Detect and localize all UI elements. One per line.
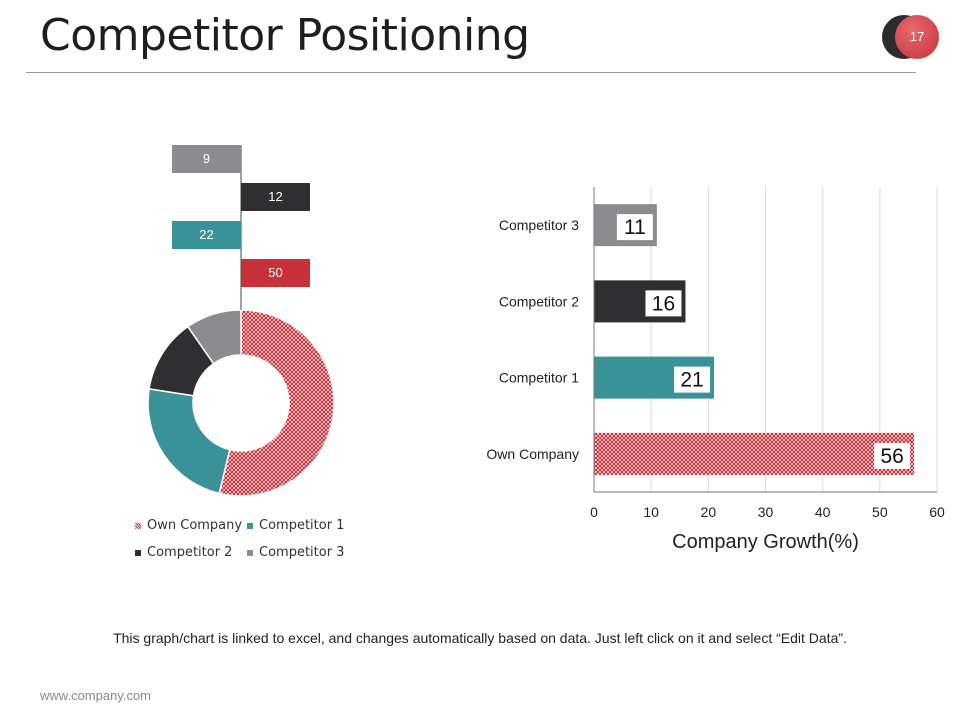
website-link[interactable]: www.company.com: [40, 688, 152, 703]
bar-data-label-competitor-2: 16: [652, 292, 675, 315]
legend-item-competitor-2: Competitor 2: [135, 539, 247, 566]
title-divider: [26, 72, 916, 73]
doughnut-label-box-competitor-2: [241, 183, 310, 211]
doughnut-label-box-competitor-3: [172, 145, 241, 173]
slide-title: Competitor Positioning: [40, 10, 530, 61]
x-tick-label-10: 10: [643, 504, 659, 520]
doughnut-slice-competitor-1[interactable]: [147, 388, 231, 495]
doughnut-chart[interactable]: 9 12 22 50: [0, 0, 480, 520]
x-tick-label-60: 60: [929, 504, 945, 520]
doughnut-data-label-competitor-3: 9: [203, 151, 210, 166]
doughnut-label-box-competitor-1: [172, 221, 241, 249]
y-category-label-competitor-2: Competitor 2: [499, 293, 579, 309]
legend-label-own-company: Own Company: [147, 518, 243, 533]
bar-chart[interactable]: 56 21 16 11 0 10 20 30 40 50 60 Own Company Competi…: [420, 170, 950, 580]
page-number: 17: [895, 15, 939, 59]
legend-swatch-competitor-3: [247, 549, 253, 556]
legend-swatch-competitor-2: [135, 549, 141, 556]
doughnut-data-label-competitor-2: 12: [268, 189, 282, 204]
legend-label-competitor-1: Competitor 1: [259, 518, 345, 533]
doughnut-data-label-competitor-1: 22: [199, 227, 213, 242]
x-axis-title: Company Growth(%): [672, 531, 859, 553]
bar-label-box-competitor-2: [645, 290, 682, 317]
bar-label-box-own-company: [874, 442, 911, 469]
bar-data-label-own-company: 56: [880, 445, 903, 468]
legend-item-competitor-1: Competitor 1: [247, 512, 359, 539]
x-tick-label-30: 30: [758, 504, 774, 520]
x-tick-label-40: 40: [815, 504, 831, 520]
y-category-label-competitor-1: Competitor 1: [499, 370, 579, 386]
legend-label-competitor-2: Competitor 2: [147, 545, 233, 560]
legend-label-competitor-3: Competitor 3: [259, 545, 345, 560]
y-category-label-own-company: Own Company: [486, 446, 579, 462]
legend-item-competitor-3: Competitor 3: [247, 539, 359, 566]
x-tick-label-0: 0: [590, 504, 598, 520]
bar-label-box-competitor-1: [674, 366, 711, 393]
chart-note: This graph/chart is linked to excel, and…: [113, 630, 847, 646]
doughnut-slice-own-company[interactable]: [218, 309, 335, 497]
x-tick-label-20: 20: [701, 504, 717, 520]
bar-label-box-competitor-3: [616, 214, 653, 241]
bar-data-label-competitor-3: 11: [624, 216, 646, 239]
doughnut-label-box-own-company: [241, 259, 310, 287]
y-category-label-competitor-3: Competitor 3: [499, 217, 579, 233]
bar-own-company[interactable]: [594, 432, 915, 475]
legend-item-own-company: Own Company: [135, 512, 247, 539]
doughnut-legend: Own Company Competitor 1 Competitor 2 Compe…: [135, 512, 365, 566]
doughnut-data-label-own-company: 50: [268, 265, 282, 280]
x-tick-label-50: 50: [872, 504, 888, 520]
page-number-badge: 17: [882, 15, 942, 61]
bar-data-label-competitor-1: 21: [680, 369, 703, 392]
legend-swatch-competitor-1: [247, 522, 253, 529]
legend-swatch-own-company: [135, 522, 141, 529]
